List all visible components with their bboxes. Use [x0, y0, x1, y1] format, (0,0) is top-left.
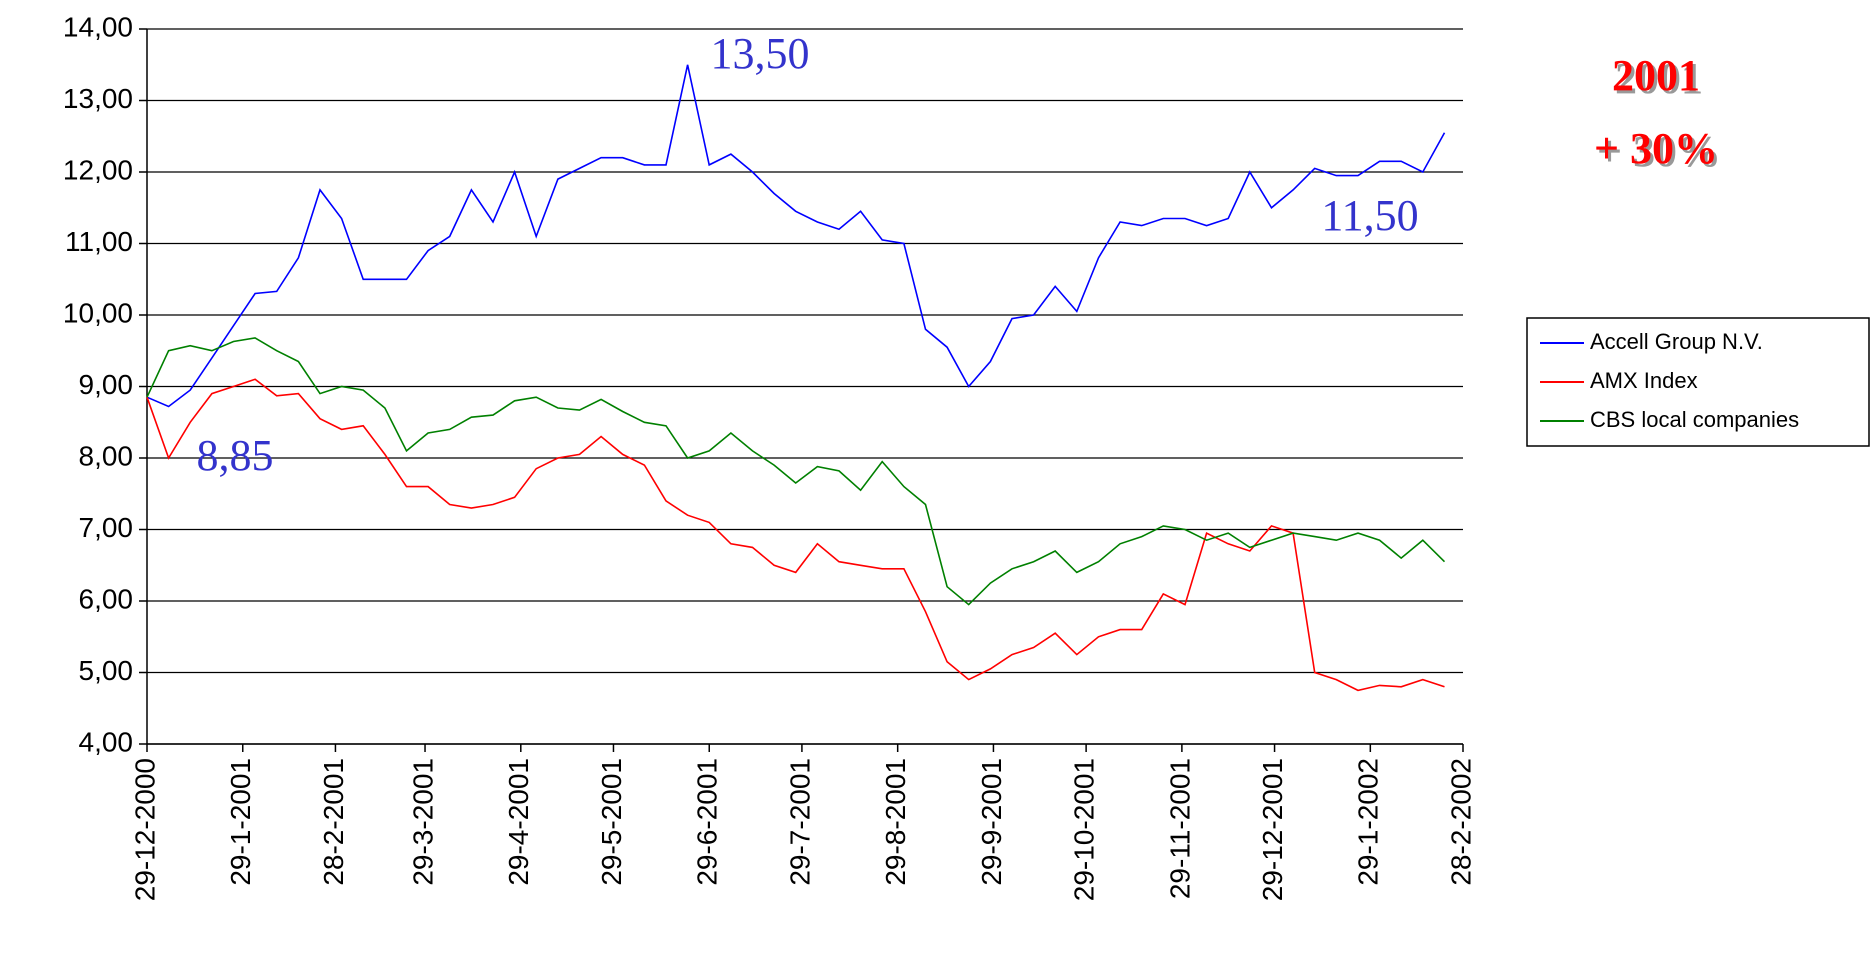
x-tick-label: 29-3-2001	[407, 758, 438, 886]
y-tick-label: 14,00	[63, 11, 133, 42]
series-line	[146, 64, 1446, 408]
y-tick-label: 13,00	[63, 83, 133, 114]
annotation: 11,50	[1321, 191, 1418, 240]
x-tick-label: 29-5-2001	[596, 758, 627, 886]
legend-label: Accell Group N.V.	[1590, 329, 1763, 354]
x-tick-label: 29-1-2002	[1353, 758, 1384, 886]
x-tick-label: 29-1-2001	[225, 758, 256, 886]
x-tick-label: 29-4-2001	[503, 758, 534, 886]
headline-shadow: 2001	[1615, 54, 1703, 103]
headline: 2001	[1612, 51, 1700, 100]
y-tick-label: 9,00	[79, 369, 134, 400]
x-tick-label: 29-11-2001	[1164, 758, 1195, 899]
x-tick-label: 29-10-2001	[1069, 758, 1100, 901]
y-tick-label: 12,00	[63, 154, 133, 185]
headline-shadow: + 30%	[1597, 127, 1721, 176]
legend-label: CBS local companies	[1590, 407, 1799, 432]
annotation: 13,50	[711, 29, 810, 78]
x-tick-label: 29-9-2001	[976, 758, 1007, 886]
x-tick-label: 28-2-2001	[318, 758, 349, 886]
x-tick-label: 29-12-2000	[129, 758, 160, 901]
x-tick-label: 29-7-2001	[784, 758, 815, 886]
x-tick-label: 29-6-2001	[692, 758, 723, 886]
headline: + 30%	[1594, 124, 1718, 173]
y-tick-label: 8,00	[79, 440, 134, 471]
y-tick-label: 5,00	[79, 655, 134, 686]
y-tick-label: 6,00	[79, 583, 134, 614]
y-tick-label: 7,00	[79, 512, 134, 543]
x-tick-label: 28-2-2002	[1445, 758, 1476, 886]
legend-label: AMX Index	[1590, 368, 1698, 393]
series-line	[146, 337, 1446, 606]
annotation: 8,85	[197, 431, 274, 480]
x-tick-label: 29-8-2001	[880, 758, 911, 886]
y-tick-label: 10,00	[63, 297, 133, 328]
x-tick-label: 29-12-2001	[1257, 758, 1288, 901]
y-tick-label: 11,00	[65, 226, 133, 257]
series-line	[146, 378, 1445, 692]
y-tick-label: 4,00	[79, 726, 134, 757]
